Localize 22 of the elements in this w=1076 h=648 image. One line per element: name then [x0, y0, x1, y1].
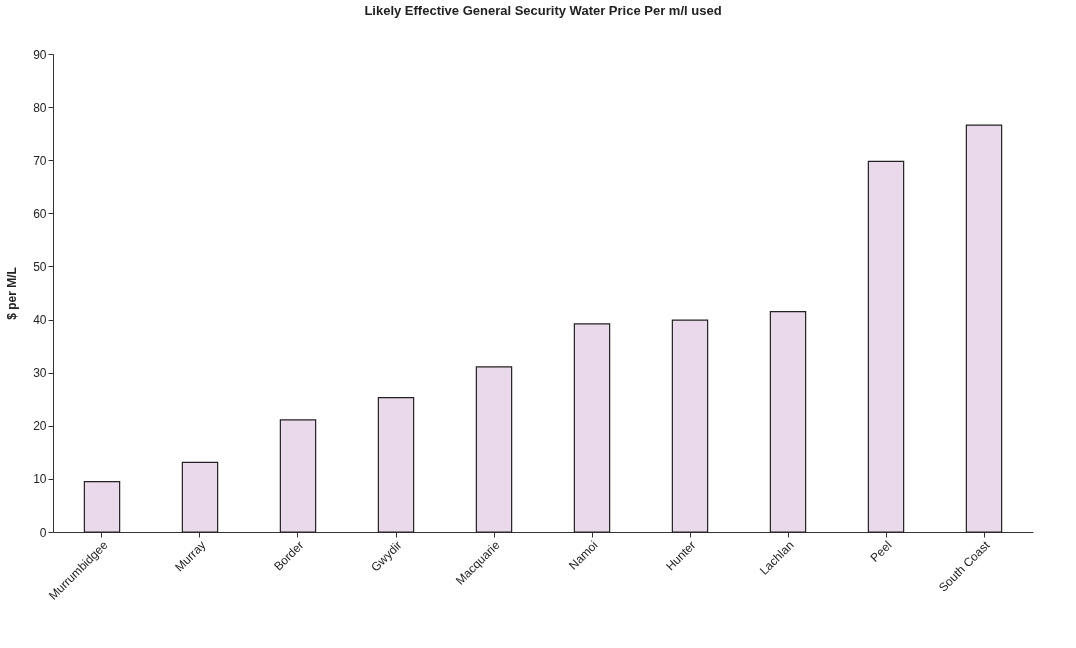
bar: [279, 419, 317, 533]
y-tick-label: 40: [33, 313, 47, 328]
bar: [475, 366, 513, 533]
y-tick-label: 50: [33, 259, 47, 274]
y-tick-label: 90: [33, 47, 47, 62]
y-tick-label: 60: [33, 206, 47, 221]
bar: [671, 319, 709, 533]
chart-title: Likely Effective General Security Water Price Per m/l used: [364, 3, 722, 18]
bar: [965, 124, 1003, 533]
y-tick-label: 70: [33, 153, 47, 168]
bar: [573, 323, 611, 533]
y-tick-label: 80: [33, 100, 47, 115]
y-tick-label: 30: [33, 366, 47, 381]
y-tick-label: 10: [33, 472, 47, 487]
y-tick-label: 0: [39, 525, 47, 540]
y-tick-label: 20: [33, 419, 47, 434]
bar: [769, 310, 807, 533]
bar: [181, 461, 219, 533]
bar: [83, 480, 121, 533]
bar: [867, 160, 905, 533]
bar: [377, 397, 415, 533]
y-axis-title: $ per M/L: [5, 267, 20, 320]
